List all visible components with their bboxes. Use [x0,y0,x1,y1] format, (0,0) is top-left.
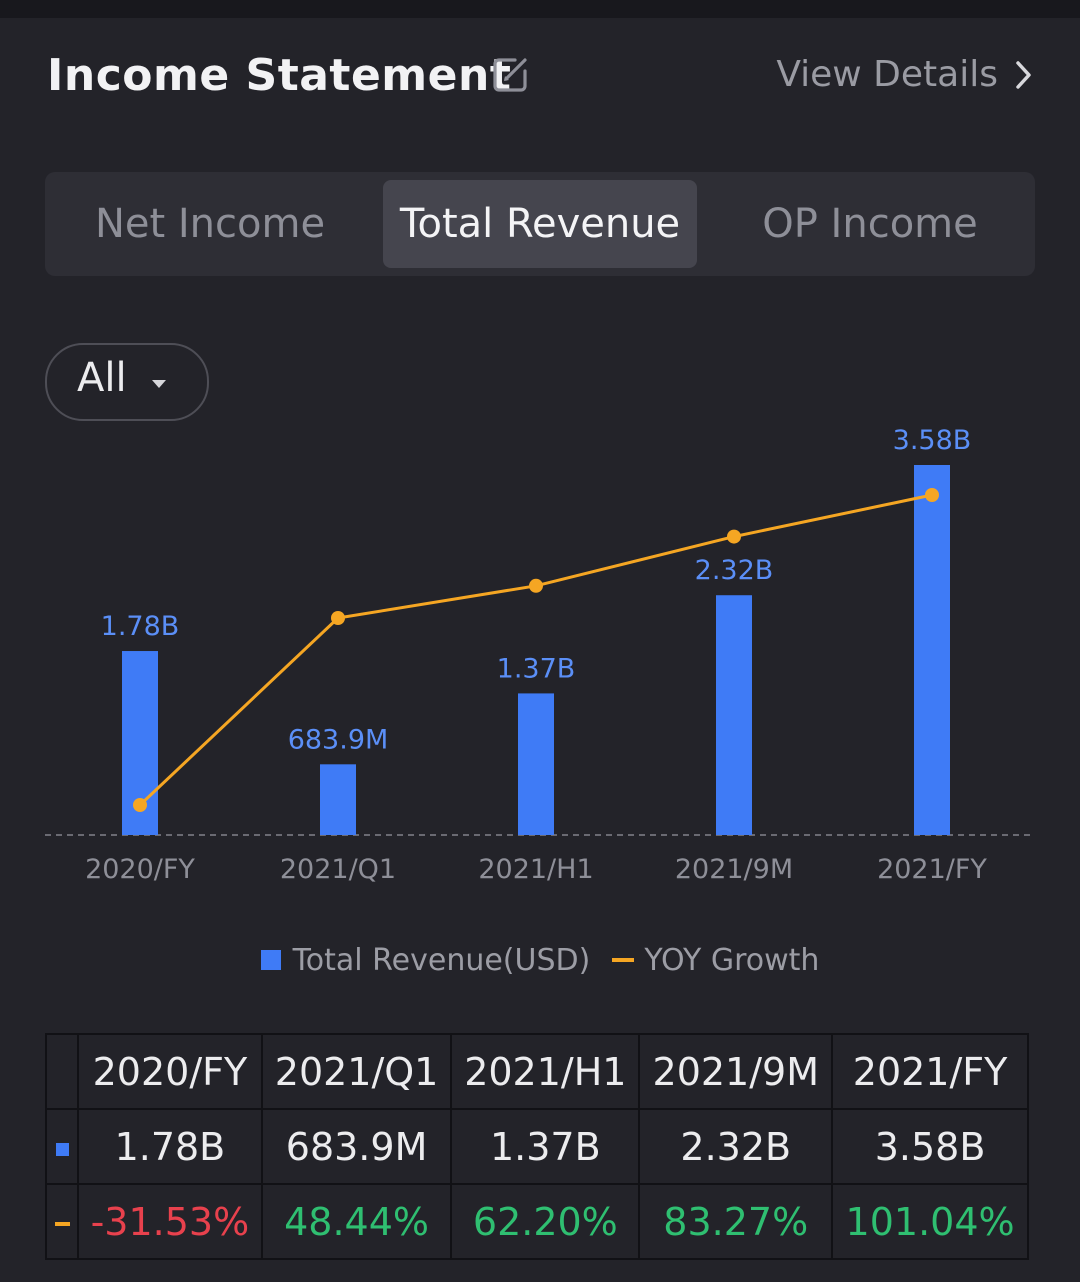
table-cell: 62.20% [450,1183,641,1260]
table-row-growth: -31.53% 48.44% 62.20% 83.27% 101.04% [45,1183,1029,1260]
caret-down-icon [152,380,166,388]
yoy-growth-point [727,529,741,544]
table-header-cell: 2021/FY [831,1033,1029,1110]
table-cell: 683.9M [260,1108,453,1185]
tab-op-income[interactable]: OP Income [762,201,978,247]
bar-value-label: 3.58B [893,425,972,456]
table-cell: 1.37B [450,1108,641,1185]
revenue-marker-icon [55,1142,69,1156]
revenue-bar [914,465,950,835]
revenue-chart: 1.78B 2020/FY 683.9M 2021/Q1 1.37B 2021/H1 2.3… [45,425,1035,885]
period-filter-label: All [77,355,127,401]
table-header-cell: 2021/9M [638,1033,834,1110]
tab-total-revenue[interactable]: Total Revenue [383,180,697,268]
yoy-growth-point [133,798,147,812]
bar-value-label: 2.32B [695,555,774,586]
x-axis-tick-label: 2021/FY [877,854,987,885]
x-axis-tick-label: 2020/FY [85,854,195,885]
table-corner-cell [45,1033,79,1110]
view-details-link[interactable]: View Details [776,54,1032,95]
table-cell: 83.27% [638,1183,834,1260]
table-header-cell: 2021/H1 [450,1033,641,1110]
bar-value-label: 1.78B [101,611,180,642]
period-filter-dropdown[interactable]: All [45,343,209,421]
yoy-growth-point [925,488,939,502]
revenue-bar [518,693,554,835]
yoy-growth-point [529,578,543,593]
chart-legend: Total Revenue(USD) YOY Growth [0,938,1080,982]
table-cell: -31.53% [77,1183,263,1260]
growth-marker-icon [54,1222,70,1226]
x-axis-tick-label: 2021/9M [675,854,793,885]
bar-value-label: 683.9M [288,724,389,755]
yoy-growth-point [331,611,345,625]
tab-net-income[interactable]: Net Income [94,201,326,247]
legend-label-revenue: Total Revenue(USD) [292,942,591,978]
legend-swatch-revenue [260,950,281,970]
table-cell: 48.44% [260,1183,453,1260]
table-header-cell: 2021/Q1 [260,1033,453,1110]
table-cell: 1.78B [77,1108,263,1185]
x-axis-tick-label: 2021/Q1 [280,854,396,885]
table-row-revenue: 1.78B 683.9M 1.37B 2.32B 3.58B [45,1108,1029,1185]
table-cell: 3.58B [831,1108,1029,1185]
data-table: 2020/FY 2021/Q1 2021/H1 2021/9M 2021/FY … [45,1033,1029,1260]
table-cell: 101.04% [831,1183,1029,1260]
legend-label-growth: YOY Growth [644,942,820,978]
table-header-row: 2020/FY 2021/Q1 2021/H1 2021/9M 2021/FY [45,1033,1029,1110]
revenue-bar [716,595,752,835]
table-header-cell: 2020/FY [77,1033,263,1110]
chevron-right-icon [1016,60,1031,89]
edit-icon[interactable] [489,54,531,96]
top-strip [0,0,1080,18]
revenue-marker-cell [45,1108,79,1185]
metric-tabs: Net Income Total Revenue OP Income [45,172,1035,276]
section-title: Income Statement [47,50,512,101]
revenue-bar [320,764,356,835]
legend-swatch-growth [612,958,635,962]
view-details-label: View Details [776,54,998,95]
x-axis-tick-label: 2021/H1 [478,854,593,885]
section-header: Income Statement View Details [47,48,1032,108]
table-cell: 2.32B [638,1108,834,1185]
growth-marker-cell [45,1183,79,1260]
bar-value-label: 1.37B [497,653,576,684]
